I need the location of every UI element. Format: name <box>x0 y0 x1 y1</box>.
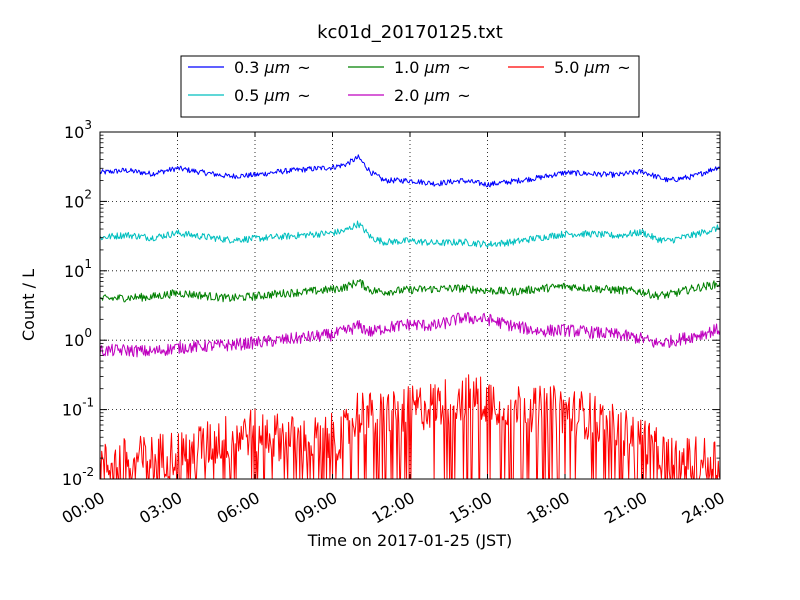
series-line-1-0-um <box>99 279 721 303</box>
y-tick-label: 101 <box>64 257 92 281</box>
series-line-0-5-um <box>99 220 721 249</box>
series-line-5-0-um <box>99 374 721 480</box>
x-tick-label: 06:00 <box>214 488 263 528</box>
y-tick-label: 103 <box>64 118 92 142</box>
x-tick-label: 24:00 <box>679 488 728 528</box>
y-tick-label: 100 <box>64 326 92 350</box>
y-tick-label: 10-1 <box>62 396 94 420</box>
legend-label: 5.0 μm ~ <box>554 58 631 77</box>
legend-item-5-0-um: 5.0 μm ~ <box>508 58 631 77</box>
x-axis-label: Time on 2017-01-25 (JST) <box>307 531 512 550</box>
chart-title: kc01d_20170125.txt <box>317 22 503 43</box>
x-tick-label: 18:00 <box>524 488 573 528</box>
legend-box <box>180 55 640 118</box>
legend-item-1-0-um: 1.0 μm ~ <box>348 58 471 77</box>
legend-item-2-0-um: 2.0 μm ~ <box>348 86 471 105</box>
y-tick-label: 102 <box>64 187 92 211</box>
x-tick-label: 00:00 <box>59 488 108 528</box>
x-tick-labels: 00:00 03:00 06:00 09:00 12:00 15:00 18:00 21:00… <box>59 488 728 528</box>
series-line-2-0-um <box>99 312 721 358</box>
x-tick-label: 21:00 <box>601 488 650 528</box>
grid <box>100 132 720 479</box>
y-tick-labels: 10-2 10-1 100 101 102 103 <box>62 118 94 489</box>
x-tick-label: 12:00 <box>369 488 418 528</box>
x-tick-label: 15:00 <box>446 488 495 528</box>
x-tick-label: 03:00 <box>136 488 185 528</box>
x-tick-label: 09:00 <box>291 488 340 528</box>
legend-label: 2.0 μm ~ <box>394 86 471 105</box>
y-tick-label: 10-2 <box>62 465 94 489</box>
series-line-0-3-um <box>99 154 721 188</box>
plot-area <box>99 131 721 480</box>
legend-label: 0.3 μm ~ <box>234 58 311 77</box>
ticks <box>99 131 721 480</box>
series-layer <box>99 154 721 480</box>
legend-item-0-3-um: 0.3 μm ~ <box>188 58 311 77</box>
legend-label: 0.5 μm ~ <box>234 86 311 105</box>
legend-label: 1.0 μm ~ <box>394 58 471 77</box>
legend-item-0-5-um: 0.5 μm ~ <box>188 86 311 105</box>
legend: 0.3 μm ~ 0.5 μm ~ 1.0 μm ~ 2.0 μm ~ 5.0 μm ~ <box>180 55 640 118</box>
y-axis-label: Count / L <box>19 269 38 341</box>
